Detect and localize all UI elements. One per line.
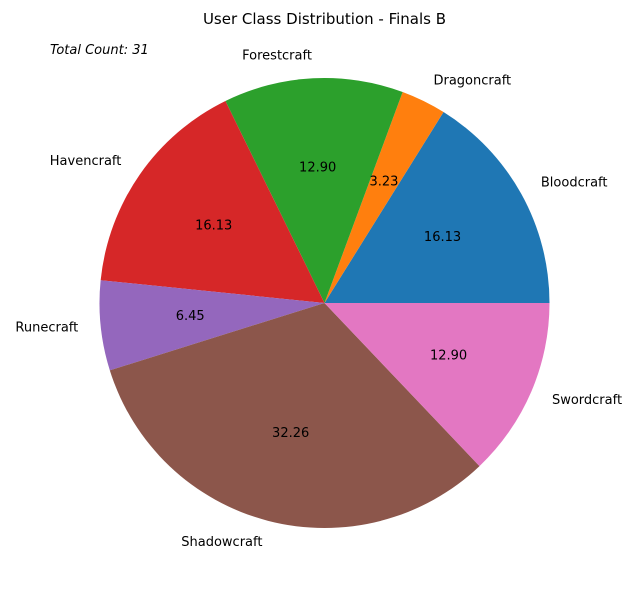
category-label-havencraft: Havencraft [50,154,122,169]
slice-havencraft [100,100,325,303]
percent-label-runecraft: 6.45 [176,309,205,324]
slice-shadowcraft [109,303,480,528]
slice-runecraft [99,280,325,371]
category-label-dragoncraft: Dragoncraft [433,73,511,88]
category-label-runecraft: Runecraft [15,321,78,336]
category-labels: Bloodcraft Dragoncraft Forestcraft Havencra… [15,48,622,550]
slice-dragoncraft [324,92,444,303]
chart-title: User Class Distribution - Finals B [203,10,446,28]
slice-bloodcraft [324,112,550,303]
slice-forestcraft [225,77,403,303]
percent-label-shadowcraft: 32.26 [272,426,309,441]
pie-slices [99,77,550,528]
category-label-bloodcraft: Bloodcraft [541,175,608,190]
percent-label-dragoncraft: 3.23 [369,174,398,189]
total-count-annotation: Total Count: 31 [50,43,149,58]
category-label-shadowcraft: Shadowcraft [181,535,262,550]
category-label-swordcraft: Swordcraft [552,393,622,408]
percent-label-havencraft: 16.13 [195,218,232,233]
percent-label-forestcraft: 12.90 [299,161,336,176]
percent-labels: 16.13 3.23 12.90 16.13 6.45 32.26 12.90 [176,161,467,442]
percent-label-bloodcraft: 16.13 [424,230,461,245]
category-label-forestcraft: Forestcraft [242,48,312,63]
slice-swordcraft [324,303,550,467]
percent-label-swordcraft: 12.90 [430,349,467,364]
